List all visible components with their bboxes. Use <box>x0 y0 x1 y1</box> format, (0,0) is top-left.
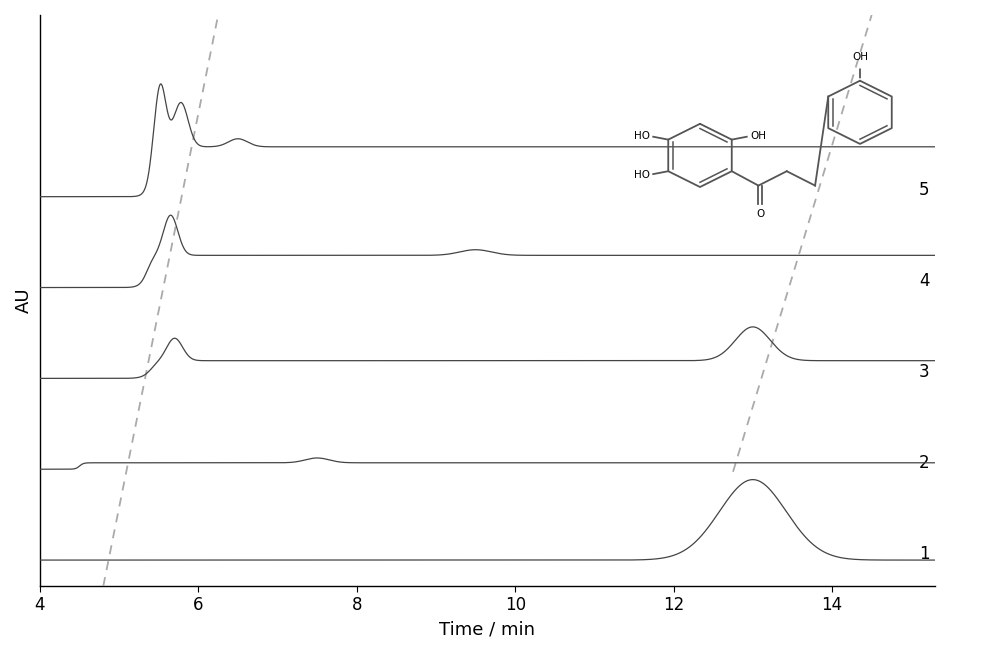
Text: OH: OH <box>750 131 766 141</box>
Text: HO: HO <box>634 131 650 141</box>
X-axis label: Time / min: Time / min <box>439 620 535 638</box>
Text: HO: HO <box>634 170 650 180</box>
Text: 4: 4 <box>919 272 930 290</box>
Text: 1: 1 <box>919 545 930 563</box>
Text: 2: 2 <box>919 454 930 471</box>
Text: 3: 3 <box>919 363 930 381</box>
Text: 5: 5 <box>919 182 930 199</box>
Text: O: O <box>756 210 765 219</box>
Y-axis label: AU: AU <box>15 288 33 313</box>
Text: OH: OH <box>852 52 868 62</box>
